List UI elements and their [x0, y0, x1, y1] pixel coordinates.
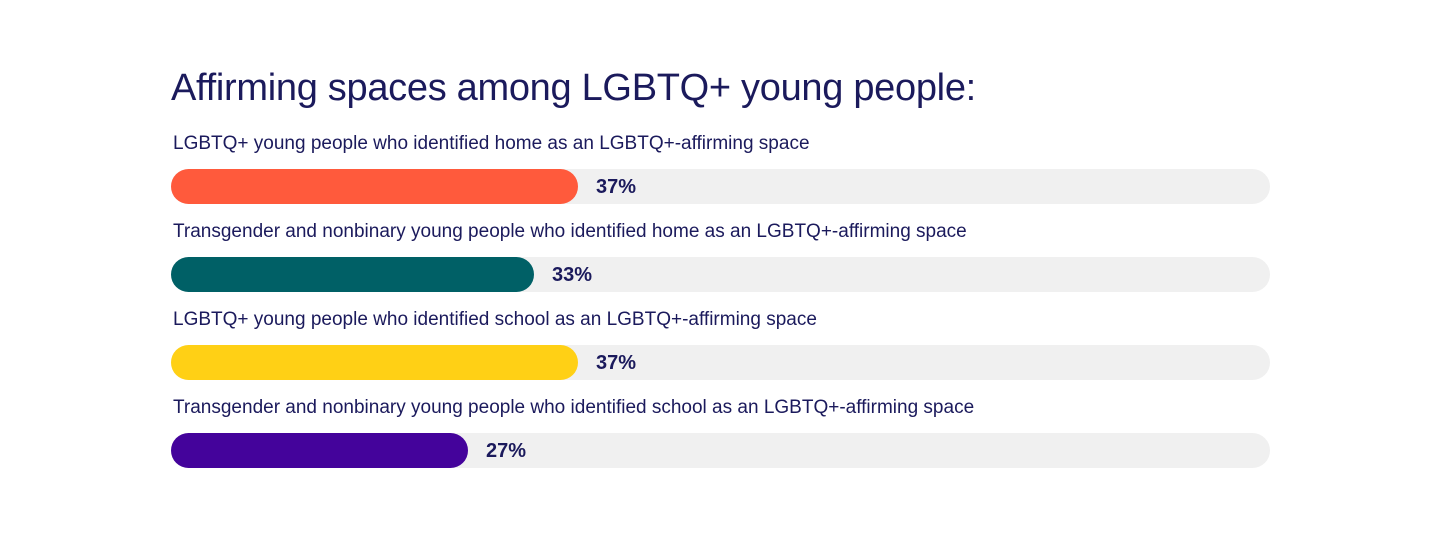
value-label: 33%	[552, 264, 593, 286]
bar-track: 27%	[171, 433, 1270, 468]
bar-row: Transgender and nonbinary young people w…	[171, 220, 1271, 308]
value-label: 37%	[596, 352, 637, 374]
chart-title: Affirming spaces among LGBTQ+ young peop…	[171, 67, 976, 109]
value-label: 37%	[596, 176, 637, 198]
category-label: LGBTQ+ young people who identified home …	[173, 133, 810, 154]
bar-fill	[171, 169, 578, 204]
bar-row: Transgender and nonbinary young people w…	[171, 396, 1271, 484]
bar-track: 37%	[171, 169, 1270, 204]
category-label: Transgender and nonbinary young people w…	[173, 397, 975, 418]
bar-track: 37%	[171, 345, 1270, 380]
bar-rows: LGBTQ+ young people who identified home …	[171, 132, 1271, 484]
bar-fill	[171, 433, 468, 468]
value-label: 27%	[486, 440, 527, 462]
bar-track: 33%	[171, 257, 1270, 292]
bar-row: LGBTQ+ young people who identified schoo…	[171, 308, 1271, 396]
category-label: Transgender and nonbinary young people w…	[173, 221, 967, 242]
bar-chart: Affirming spaces among LGBTQ+ young peop…	[171, 64, 1271, 484]
bar-row: LGBTQ+ young people who identified home …	[171, 132, 1271, 220]
bar-fill	[171, 257, 534, 292]
bar-fill	[171, 345, 578, 380]
category-label: LGBTQ+ young people who identified schoo…	[173, 309, 817, 330]
